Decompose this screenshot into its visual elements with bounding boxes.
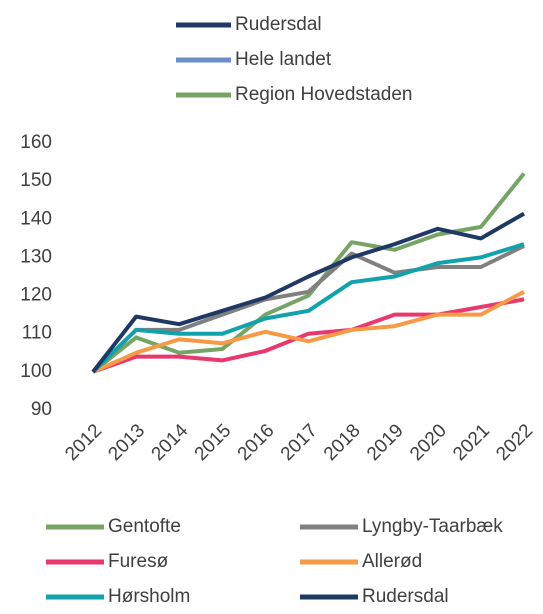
legend-label: Hele landet: [235, 49, 332, 70]
x-tick-label: 2016: [234, 420, 279, 465]
series-line: [91, 244, 525, 374]
series-line: [91, 211, 525, 374]
x-tick-label: 2018: [320, 420, 365, 465]
legend-label: Allerød: [362, 551, 422, 572]
y-tick-label: 150: [20, 170, 52, 191]
y-tick-label: 160: [20, 132, 52, 153]
y-tick-label: 120: [20, 285, 52, 306]
x-tick-label: 2022: [492, 420, 537, 465]
series-line: [92, 290, 525, 374]
legend-label: Hørsholm: [108, 586, 190, 607]
x-tick-label: 2014: [148, 420, 193, 465]
legend-label: Gentofte: [108, 516, 181, 537]
y-tick-label: 110: [22, 323, 52, 344]
legend-label: Region Hovedstaden: [235, 84, 412, 105]
legend-label: Rudersdal: [235, 14, 322, 35]
y-tick-label: 90: [31, 399, 52, 420]
x-tick-label: 2017: [277, 420, 322, 465]
series-line: [91, 242, 525, 374]
series-line: [92, 297, 525, 374]
x-tick-label: 2020: [406, 420, 451, 465]
legend-label: Furesø: [108, 551, 169, 572]
x-tick-label: 2012: [61, 420, 106, 465]
x-tick-label: 2019: [363, 420, 408, 465]
y-tick-label: 100: [20, 361, 52, 382]
y-tick-label: 140: [20, 208, 52, 229]
legend-label: Lyngby-Taarbæk: [362, 516, 503, 537]
x-tick-label: 2015: [191, 420, 236, 465]
x-tick-label: 2021: [449, 420, 494, 465]
legend-label: Rudersdal: [362, 586, 449, 607]
y-tick-label: 130: [20, 246, 52, 267]
x-tick-label: 2013: [104, 420, 149, 465]
